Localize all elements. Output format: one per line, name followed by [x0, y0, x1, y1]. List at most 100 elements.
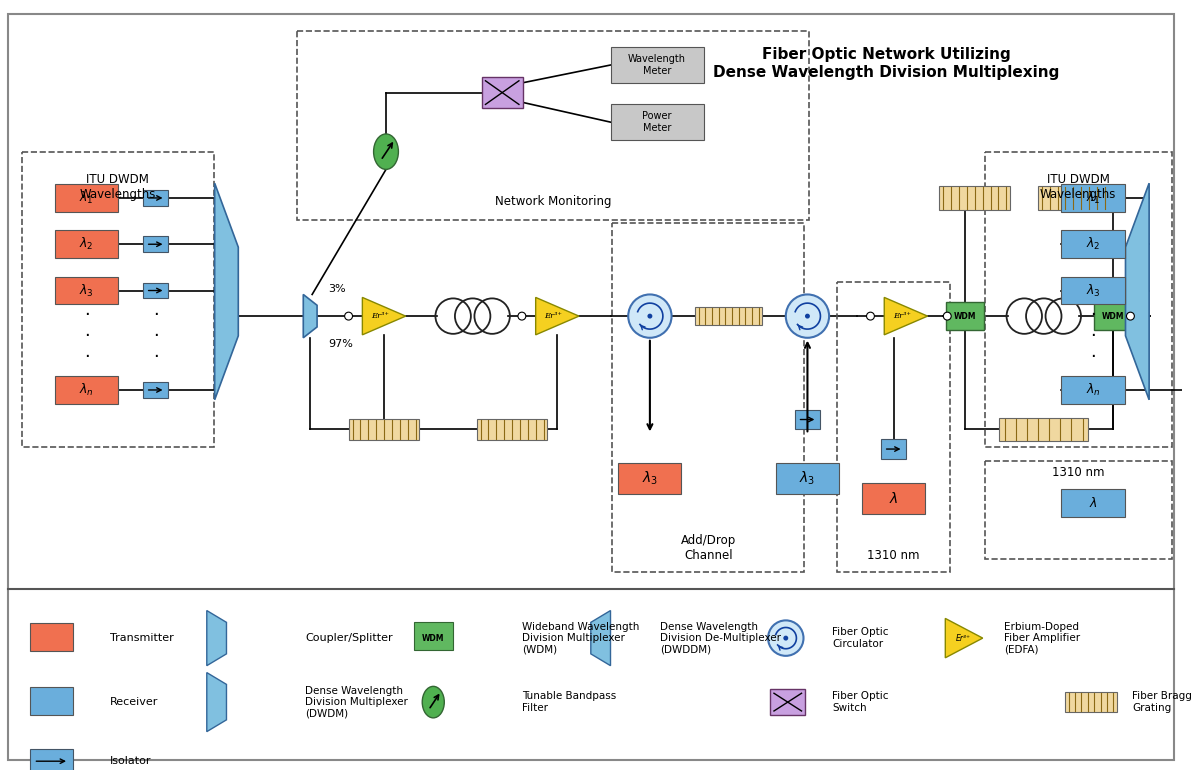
Text: Dense Wavelength
Division Multiplexer
(DWDM): Dense Wavelength Division Multiplexer (D…	[305, 685, 408, 719]
FancyBboxPatch shape	[862, 483, 925, 514]
Circle shape	[786, 294, 829, 338]
Text: $\lambda$: $\lambda$	[1088, 496, 1097, 510]
Circle shape	[866, 312, 875, 320]
Circle shape	[629, 294, 672, 338]
FancyBboxPatch shape	[947, 303, 984, 330]
FancyBboxPatch shape	[143, 190, 168, 206]
Circle shape	[1127, 312, 1134, 320]
Text: 3%: 3%	[328, 283, 346, 293]
FancyBboxPatch shape	[481, 77, 523, 109]
FancyBboxPatch shape	[611, 105, 704, 140]
Text: ITU DWDM
Wavelengths: ITU DWDM Wavelengths	[1040, 173, 1116, 201]
Polygon shape	[215, 183, 239, 400]
Polygon shape	[304, 294, 317, 338]
FancyBboxPatch shape	[1062, 376, 1124, 404]
FancyBboxPatch shape	[1094, 303, 1132, 330]
FancyBboxPatch shape	[30, 623, 73, 651]
Text: Isolator: Isolator	[110, 756, 151, 766]
Text: Wideband Wavelength
Division Multiplexer
(WDM): Wideband Wavelength Division Multiplexer…	[522, 622, 640, 655]
FancyBboxPatch shape	[414, 622, 452, 650]
Text: $\lambda_3$: $\lambda_3$	[1086, 282, 1100, 299]
Polygon shape	[206, 673, 227, 732]
Text: Power
Meter: Power Meter	[642, 111, 672, 133]
FancyBboxPatch shape	[55, 230, 118, 258]
FancyBboxPatch shape	[940, 186, 1010, 210]
FancyBboxPatch shape	[1000, 417, 1088, 442]
Polygon shape	[946, 618, 983, 658]
Text: Transmitter: Transmitter	[110, 633, 174, 643]
Text: Fiber Optic Network Utilizing
Dense Wavelength Division Multiplexing: Fiber Optic Network Utilizing Dense Wave…	[713, 47, 1060, 80]
Text: $\lambda_3$: $\lambda_3$	[79, 282, 94, 299]
FancyBboxPatch shape	[618, 462, 682, 494]
FancyBboxPatch shape	[1062, 184, 1124, 212]
FancyBboxPatch shape	[1062, 490, 1124, 517]
Text: WDM: WDM	[954, 312, 977, 320]
Text: Wavelength
Meter: Wavelength Meter	[628, 54, 685, 76]
FancyBboxPatch shape	[348, 418, 420, 440]
Circle shape	[344, 312, 353, 320]
Text: Erbium-Doped
Fiber Amplifier
(EDFA): Erbium-Doped Fiber Amplifier (EDFA)	[1004, 622, 1080, 655]
Text: $\lambda_1$: $\lambda_1$	[79, 190, 94, 206]
Text: $\lambda_2$: $\lambda_2$	[1086, 236, 1100, 252]
FancyBboxPatch shape	[143, 382, 168, 398]
Text: $\lambda_3$: $\lambda_3$	[799, 470, 816, 487]
Circle shape	[768, 620, 804, 656]
Text: $\lambda$: $\lambda$	[889, 490, 899, 506]
Text: $\lambda_1$: $\lambda_1$	[1086, 190, 1100, 206]
FancyBboxPatch shape	[794, 410, 821, 429]
Text: Dense Wavelength
Division De-Multiplexer
(DWDDM): Dense Wavelength Division De-Multiplexer…	[660, 622, 781, 655]
Text: 97%: 97%	[328, 338, 353, 348]
FancyBboxPatch shape	[611, 47, 704, 83]
Text: Coupler/Splitter: Coupler/Splitter	[305, 633, 392, 643]
FancyBboxPatch shape	[1038, 186, 1109, 210]
FancyBboxPatch shape	[881, 439, 906, 459]
FancyBboxPatch shape	[476, 418, 547, 440]
Circle shape	[518, 312, 526, 320]
Text: Er³⁺: Er³⁺	[371, 312, 389, 320]
FancyBboxPatch shape	[30, 688, 73, 715]
Circle shape	[648, 314, 653, 319]
FancyBboxPatch shape	[1066, 692, 1117, 712]
Text: 1310 nm: 1310 nm	[1052, 466, 1104, 480]
FancyBboxPatch shape	[776, 462, 839, 494]
FancyBboxPatch shape	[1062, 230, 1124, 258]
Polygon shape	[1126, 183, 1150, 400]
Text: WDM: WDM	[422, 634, 444, 643]
Text: Er³⁺: Er³⁺	[545, 312, 563, 320]
Text: Tunable Bandpass
Filter: Tunable Bandpass Filter	[522, 691, 616, 713]
Text: Add/Drop
Channel: Add/Drop Channel	[680, 535, 736, 563]
Text: Er³⁺: Er³⁺	[893, 312, 911, 320]
Circle shape	[805, 314, 810, 319]
Circle shape	[784, 636, 788, 640]
Text: Fiber Optic
Circulator: Fiber Optic Circulator	[832, 627, 888, 649]
Text: Fiber Optic
Switch: Fiber Optic Switch	[832, 691, 888, 713]
Text: $\lambda_n$: $\lambda_n$	[1086, 382, 1100, 398]
Polygon shape	[362, 297, 406, 334]
Polygon shape	[535, 297, 578, 334]
FancyBboxPatch shape	[55, 184, 118, 212]
Text: $\lambda_3$: $\lambda_3$	[642, 470, 658, 487]
FancyBboxPatch shape	[55, 277, 118, 304]
Text: Receiver: Receiver	[110, 697, 158, 707]
FancyBboxPatch shape	[143, 237, 168, 252]
Text: Er³⁺: Er³⁺	[955, 634, 971, 643]
Circle shape	[943, 312, 952, 320]
Text: Fiber Bragg
Grating: Fiber Bragg Grating	[1133, 691, 1193, 713]
Text: ·
·
·: · · ·	[84, 306, 90, 365]
Ellipse shape	[373, 134, 398, 169]
FancyBboxPatch shape	[770, 689, 805, 715]
FancyBboxPatch shape	[695, 307, 762, 325]
FancyBboxPatch shape	[1062, 277, 1124, 304]
Polygon shape	[206, 611, 227, 666]
Text: Network Monitoring: Network Monitoring	[496, 195, 612, 208]
Text: ·
·
·: · · ·	[152, 306, 158, 365]
Text: ·
·
·: · · ·	[1090, 306, 1096, 365]
Ellipse shape	[422, 686, 444, 718]
Text: $\lambda_2$: $\lambda_2$	[79, 236, 94, 252]
FancyBboxPatch shape	[143, 282, 168, 299]
Text: WDM: WDM	[1102, 312, 1124, 320]
FancyBboxPatch shape	[55, 376, 118, 404]
Polygon shape	[590, 611, 611, 666]
Polygon shape	[884, 297, 928, 334]
FancyBboxPatch shape	[30, 750, 73, 771]
